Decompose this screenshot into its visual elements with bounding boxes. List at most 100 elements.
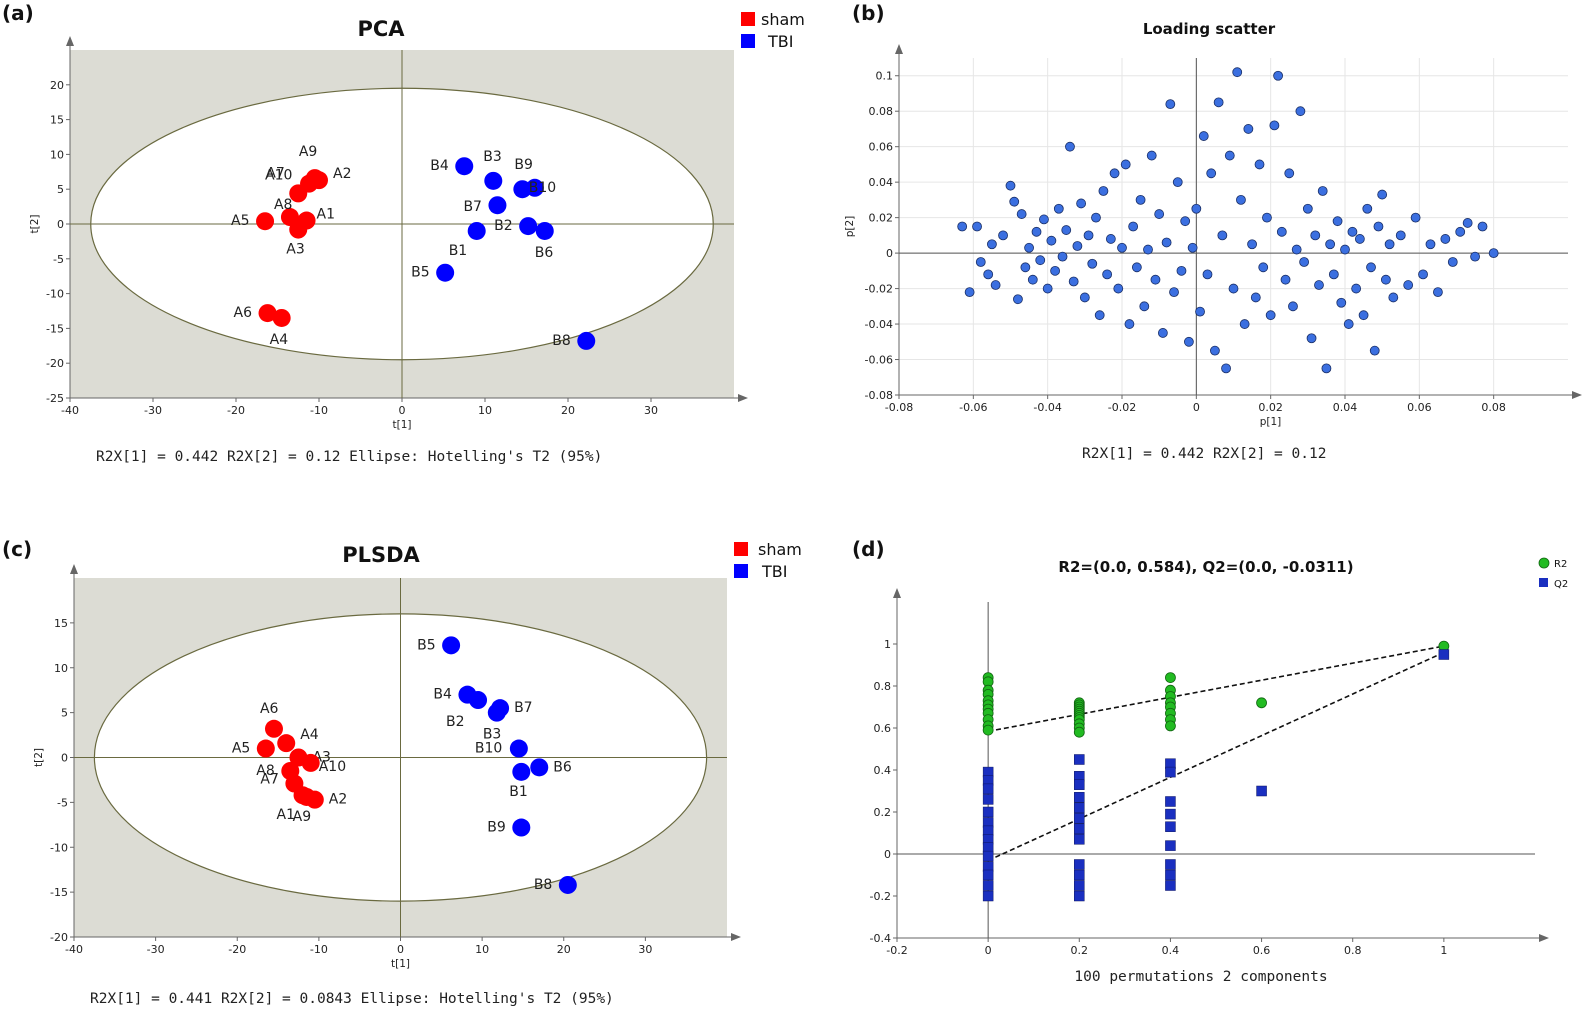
q2-regression-line (987, 651, 1445, 862)
point-label-a1: A1 (317, 207, 335, 223)
loading-point (1139, 301, 1150, 312)
y-tick-label: -10 (50, 841, 68, 854)
score-point-b7 (488, 196, 507, 215)
loading-point (1239, 319, 1250, 329)
score-point-a6 (258, 304, 277, 323)
loading-point (1072, 241, 1083, 251)
loading-point (1343, 319, 1354, 329)
q2-point (1256, 785, 1267, 797)
plot-background (897, 602, 1535, 938)
point-label-a8: A8 (274, 197, 292, 213)
legend-tbi-label: TBI (767, 32, 793, 51)
y-tick-label: -25 (46, 392, 64, 405)
score-point-b6 (535, 221, 554, 240)
x-tick-label: 10 (478, 404, 492, 417)
score-point-b7 (491, 699, 510, 718)
x-tick-label: 0.08 (1481, 401, 1506, 414)
point-label-b3: B3 (483, 149, 502, 165)
point-label-b1: B1 (509, 784, 528, 800)
y-tick-label: -20 (46, 357, 64, 370)
x-tick-label: 0 (985, 944, 992, 957)
panel-letter-a: (a) (2, 1, 34, 25)
y-tick-label: 0.1 (876, 70, 894, 83)
y-tick-label: 10 (50, 148, 64, 161)
score-point-b9 (512, 818, 531, 837)
loading-point (1165, 99, 1176, 110)
x-tick-label: -0.06 (959, 401, 987, 414)
x-axis-arrow (731, 933, 741, 941)
loading-point (1254, 159, 1265, 170)
loading-point (1202, 269, 1213, 280)
point-label-b2: B2 (494, 218, 513, 234)
x-tick-label: 0.8 (1344, 944, 1362, 957)
loading-point (1157, 328, 1168, 338)
loading-point (1280, 274, 1291, 285)
loading-point (1317, 186, 1328, 196)
pca-footer: R2X[1] = 0.442 R2X[2] = 0.12 Ellipse: Ho… (96, 449, 602, 465)
loading-point (1340, 244, 1350, 255)
y-tick-label: 1 (884, 638, 891, 651)
loading-footer: R2X[1] = 0.442 R2X[2] = 0.12 (1082, 446, 1326, 462)
x-tick-label: -0.02 (1108, 401, 1136, 414)
loading-point (1384, 239, 1395, 250)
point-label-b9: B9 (487, 820, 506, 836)
legend-sham-swatch (734, 542, 748, 556)
y-axis-arrow (70, 564, 78, 574)
y-tick-label: 15 (54, 617, 68, 630)
point-label-a10: A10 (265, 168, 292, 184)
x-tick-label: 0.02 (1258, 401, 1283, 414)
score-point-a5 (256, 739, 275, 758)
y-tick-label: 0.6 (874, 722, 892, 735)
y-tick-label: 0.4 (874, 764, 892, 777)
loading-point (1258, 262, 1269, 273)
loading-point (1395, 230, 1406, 241)
x-tick-label: -20 (227, 404, 245, 417)
loading-point (983, 269, 994, 280)
plsda-plot: -40 -30 -20 -10 0 10 20 30 -20 -15 -10 -5 0 5 10 15 t[1]… (33, 564, 741, 970)
loading-point (990, 280, 1001, 290)
point-label-b5: B5 (417, 637, 436, 653)
loading-point (1470, 251, 1480, 262)
loading-point (1221, 363, 1231, 374)
loading-point (1176, 265, 1187, 276)
x-tick-label: 0 (399, 404, 406, 417)
loading-point (1321, 363, 1332, 374)
y-tick-label: 20 (50, 79, 64, 92)
x-tick-label: -10 (310, 943, 328, 956)
x-tick-label: 0.6 (1253, 944, 1271, 957)
loading-point (1180, 216, 1191, 227)
y-tick-label: 5 (57, 183, 64, 196)
point-label-b5: B5 (411, 265, 430, 281)
loading-point (1195, 306, 1205, 317)
loading-point (975, 257, 986, 267)
y-axis-label: t[2] (33, 748, 45, 767)
legend-permutation: R2 Q2 (1538, 557, 1568, 590)
loading-point (1083, 230, 1094, 241)
score-point-b8 (558, 875, 577, 894)
loading-point (1332, 216, 1343, 227)
loading-point (1288, 301, 1298, 312)
loading-plot: -0.08 -0.06 -0.04 -0.02 0 0.02 0.04 0.06 0.08 -0.… (844, 44, 1582, 428)
legend-sham-swatch (741, 12, 755, 26)
q2-point (1074, 792, 1085, 803)
loading-point (1269, 120, 1280, 131)
point-label-a10: A10 (319, 759, 346, 775)
score-point-a4 (272, 308, 291, 327)
loading-point (998, 230, 1008, 241)
loading-point (1273, 70, 1283, 81)
score-point-a4 (277, 734, 296, 753)
x-tick-label: -30 (144, 404, 162, 417)
loading-point (1120, 159, 1131, 170)
q2-point (982, 806, 994, 818)
loading-point (1306, 333, 1317, 344)
loading-point (1488, 248, 1499, 259)
q2-point (1074, 859, 1085, 870)
loading-point (1369, 345, 1380, 356)
loading-point (1314, 280, 1324, 290)
y-axis-arrow (66, 36, 74, 46)
x-tick-label: -0.08 (885, 401, 913, 414)
loading-point (1050, 265, 1060, 276)
q2-point (1165, 821, 1176, 832)
permutation-xlabel: 100 permutations 2 components (1074, 969, 1327, 985)
